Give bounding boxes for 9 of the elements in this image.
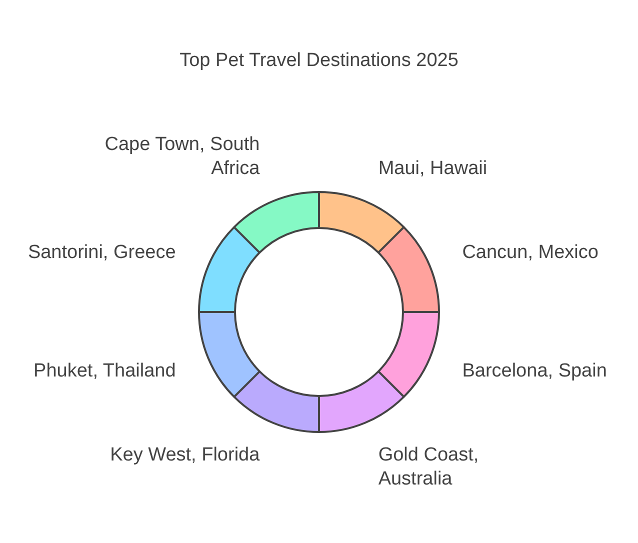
chart-title: Top Pet Travel Destinations 2025 xyxy=(180,50,458,72)
slice-label: Key West, Florida xyxy=(110,444,260,466)
slice-label: Barcelona, Spain xyxy=(462,360,607,382)
slice-label: Maui, Hawaii xyxy=(378,158,488,180)
slice-label: Cape Town, South Africa xyxy=(104,134,260,180)
slice-label: Cancun, Mexico xyxy=(462,242,598,263)
slice-label: Phuket, Thailand xyxy=(34,360,176,382)
slice-label: Gold Coast, Australia xyxy=(378,444,479,490)
slice-label: Santorini, Greece xyxy=(28,242,176,263)
